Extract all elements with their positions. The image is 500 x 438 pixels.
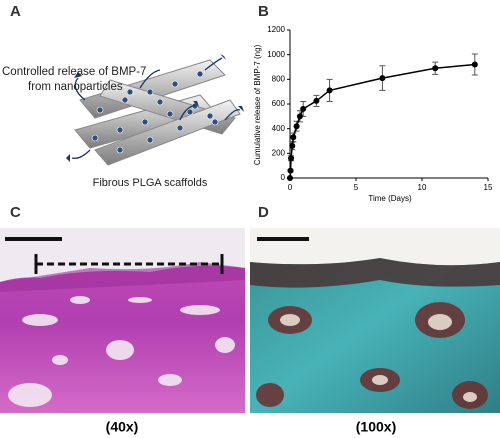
data-point: [293, 123, 300, 130]
y-tick-label: 200: [272, 148, 286, 157]
x-tick-label: 5: [354, 183, 359, 192]
histology-image-c: [0, 228, 245, 413]
release-chart: B Time (Days) Cumulative release of BMP-…: [253, 3, 493, 203]
scaffold-text: Fibrous PLGA scaffolds: [93, 177, 208, 189]
data-point: [313, 97, 320, 104]
data-point: [326, 87, 333, 94]
y-tick-label: 1000: [267, 50, 285, 59]
magnification-label: (40x): [106, 419, 139, 435]
release-text: Controlled release of BMP-7: [2, 66, 146, 78]
data-point: [290, 134, 297, 141]
data-point: [471, 61, 478, 68]
x-axis-label: Time (Days): [368, 194, 412, 203]
data-point: [288, 155, 295, 162]
panel-label: B: [258, 3, 269, 20]
y-tick-label: 600: [272, 99, 286, 108]
y-axis-label: Cumulative release of BMP-7 (ng): [253, 44, 262, 165]
data-point: [300, 105, 307, 112]
x-tick-label: 0: [288, 183, 293, 192]
y-tick-label: 800: [272, 74, 286, 83]
magnification-label: (100x): [356, 419, 396, 435]
data-point: [432, 65, 439, 72]
panel-label: D: [258, 204, 269, 221]
data-point: [379, 75, 386, 82]
x-tick-label: 10: [418, 183, 427, 192]
data-point: [287, 167, 294, 174]
y-tick-label: 0: [281, 173, 286, 182]
panel-label: A: [10, 3, 21, 20]
data-point: [287, 175, 293, 181]
release-text: from nanoparticles: [28, 81, 123, 93]
histology-image-d: [250, 228, 500, 413]
scaffold-diagram: [66, 54, 244, 166]
data-point: [289, 142, 296, 149]
y-tick-label: 400: [272, 124, 286, 133]
x-tick-label: 15: [484, 183, 493, 192]
y-tick-label: 1200: [267, 25, 285, 34]
data-point: [296, 113, 303, 120]
panel-label: C: [10, 204, 21, 221]
